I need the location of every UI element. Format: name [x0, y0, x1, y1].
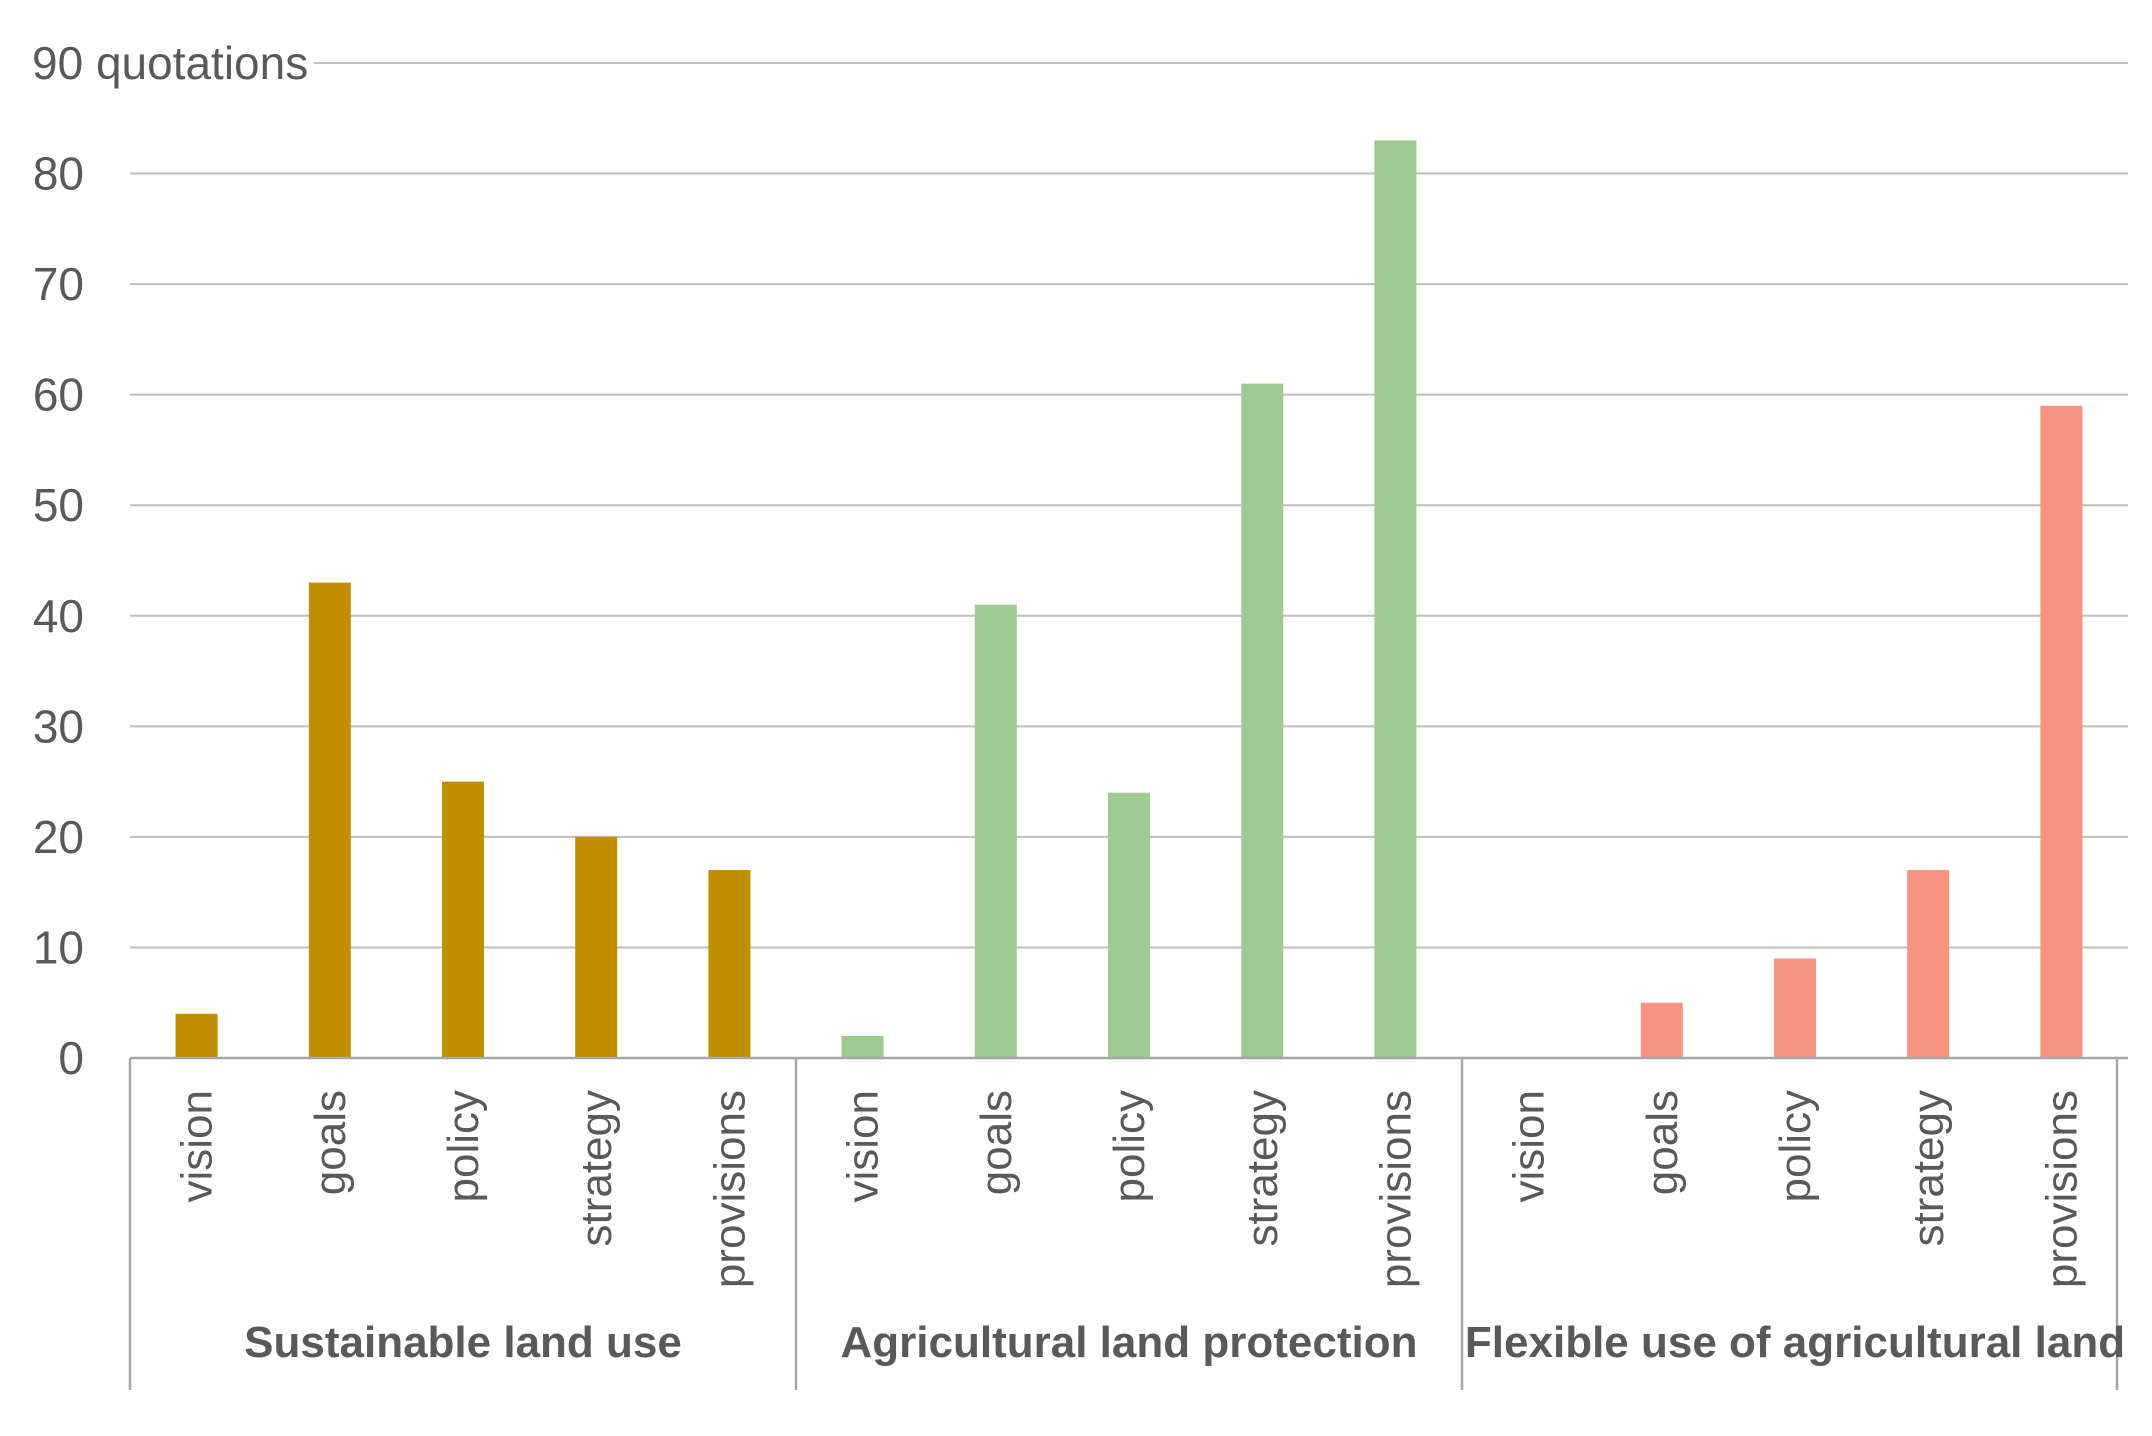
y-tick-label-50: 50 [33, 479, 84, 531]
y-tick-label-60: 60 [33, 369, 84, 421]
y-tick-label-top: 90 quotations [32, 37, 308, 89]
bar-1-strategy [1241, 383, 1284, 1059]
y-axis-tick-labels: 0 10 20 30 40 50 60 70 80 90 quotations [32, 37, 308, 1084]
bar-2-policy [1774, 958, 1816, 1058]
category-label-0-goals: goals [306, 1090, 355, 1195]
bar-2-strategy [1907, 870, 1950, 1058]
bar-1-policy [1108, 792, 1150, 1058]
bar-1-provisions [1374, 140, 1417, 1058]
x-axis [128, 1056, 2128, 1390]
group-label-0: Sustainable land use [244, 1318, 682, 1367]
category-label-0-strategy: strategy [572, 1090, 621, 1247]
group-label-1: Agricultural land protection [841, 1318, 1418, 1367]
bar-2-goals [1640, 1002, 1683, 1058]
bar-0-strategy [575, 836, 618, 1058]
bars [175, 140, 2083, 1059]
group-labels: Sustainable land use Agricultural land pr… [244, 1318, 2125, 1367]
bar-0-provisions [708, 870, 751, 1058]
y-tick-label-20: 20 [33, 811, 84, 863]
bar-1-goals [974, 604, 1017, 1058]
category-label-2-vision: vision [1505, 1090, 1554, 1203]
group-label-2: Flexible use of agricultural land [1465, 1318, 2125, 1367]
bar-0-policy [442, 781, 484, 1058]
category-label-1-strategy: strategy [1238, 1090, 1287, 1247]
y-tick-label-70: 70 [33, 258, 84, 310]
category-labels: vision goals policy strategy provisions visio… [173, 1090, 2087, 1288]
category-label-1-policy: policy [1105, 1090, 1154, 1203]
bar-0-goals [308, 582, 351, 1058]
category-label-1-provisions: provisions [1371, 1090, 1420, 1288]
category-label-2-provisions: provisions [2037, 1090, 2086, 1288]
y-tick-label-10: 10 [33, 921, 84, 973]
y-tick-label-30: 30 [33, 700, 84, 752]
y-tick-label-80: 80 [33, 148, 84, 200]
category-label-0-policy: policy [439, 1090, 488, 1203]
category-label-1-vision: vision [839, 1090, 888, 1203]
bar-0-vision [175, 1013, 218, 1058]
y-tick-label-0: 0 [58, 1032, 84, 1084]
y-tick-label-40: 40 [33, 590, 84, 642]
category-label-2-goals: goals [1638, 1090, 1687, 1195]
category-label-2-strategy: strategy [1904, 1090, 1953, 1247]
category-label-0-vision: vision [173, 1090, 222, 1203]
bar-2-provisions [2040, 405, 2083, 1058]
category-label-1-goals: goals [972, 1090, 1021, 1195]
bar-1-vision [841, 1035, 884, 1058]
category-label-0-provisions: provisions [705, 1090, 754, 1288]
category-label-2-policy: policy [1771, 1090, 1820, 1203]
